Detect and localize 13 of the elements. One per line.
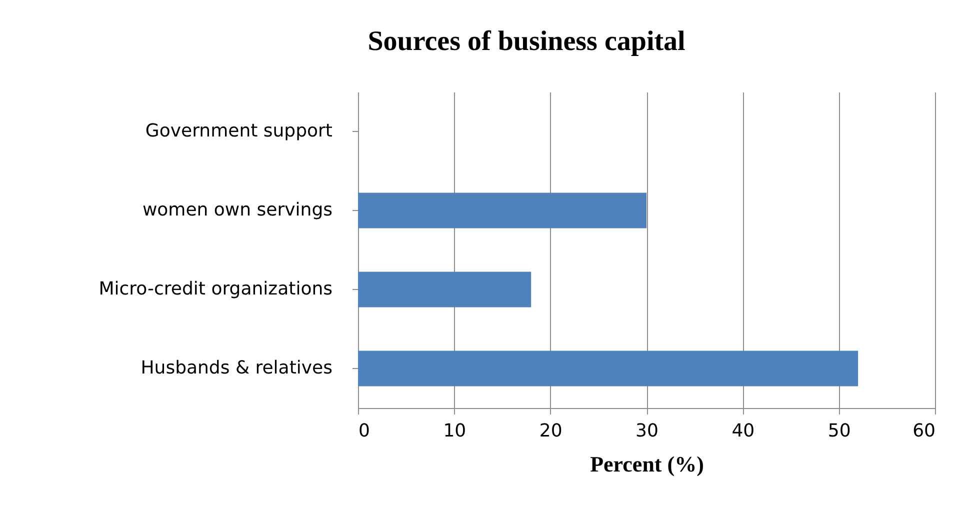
y-tick-label: Government support — [145, 120, 332, 142]
x-tick-label: 10 — [443, 420, 466, 442]
x-tick-label: 40 — [732, 420, 755, 442]
x-tick-label: 0 — [358, 420, 370, 442]
chart-title: Sources of business capital — [368, 26, 686, 57]
x-axis-title: Percent (%) — [590, 452, 704, 476]
y-tick-label: Micro-credit organizations — [98, 278, 332, 300]
x-tick-label: 60 — [912, 420, 936, 442]
y-tick-label: Husbands & relatives — [140, 358, 332, 378]
x-tick-label: 30 — [636, 420, 658, 442]
y-tick-label: women own servings — [142, 200, 332, 220]
x-tick-label: 50 — [828, 420, 851, 442]
x-tick-label: 20 — [539, 420, 562, 442]
